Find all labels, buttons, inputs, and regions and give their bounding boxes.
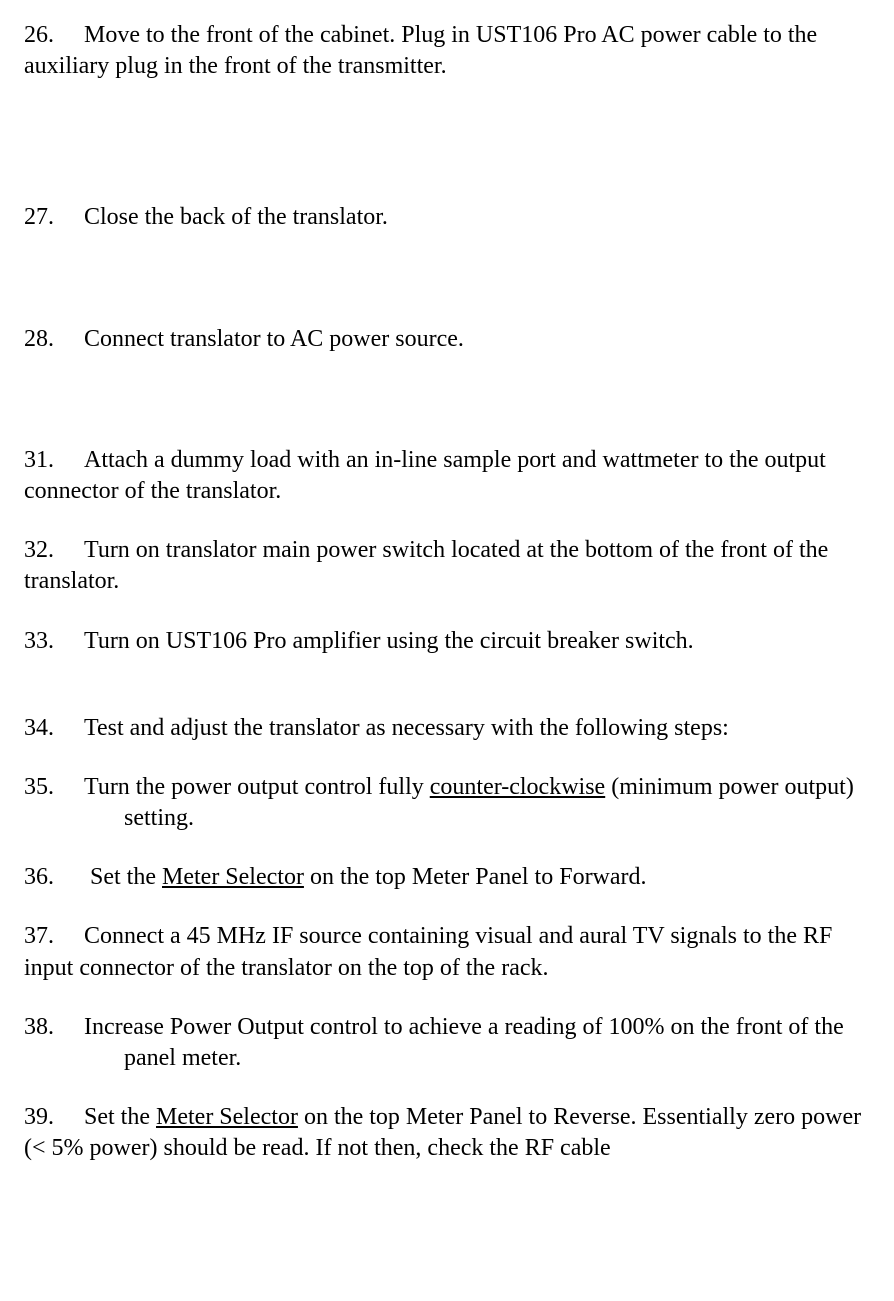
step-39: 39. Set the Meter Selector on the top Me… [24, 1102, 870, 1164]
step-number: 38. [24, 1014, 54, 1040]
step-text: Set the [84, 1104, 156, 1130]
step-31: 31. Attach a dummy load with an in-line … [24, 445, 870, 507]
step-text: Connect a 45 MHz IF source containing vi… [24, 923, 832, 980]
step-36: 36. Set the Meter Selector on the top Me… [24, 862, 870, 893]
step-number: 32. [24, 537, 54, 563]
step-number: 31. [24, 447, 54, 473]
step-text: Connect translator to AC power source. [84, 326, 464, 352]
step-number: 35. [24, 774, 54, 800]
step-number: 27. [24, 204, 54, 230]
step-number: 26. [24, 22, 54, 48]
step-27: 27. Close the back of the translator. [24, 202, 870, 233]
step-underline: counter-clockwise [430, 774, 605, 800]
step-number: 39. [24, 1104, 54, 1130]
step-text: Close the back of the translator. [84, 204, 388, 230]
step-37: 37. Connect a 45 MHz IF source containin… [24, 921, 870, 983]
step-underline: Meter Selector [162, 864, 304, 890]
step-underline: Meter Selector [156, 1104, 298, 1130]
step-text: Set the [84, 864, 162, 890]
step-26: 26. Move to the front of the cabinet. Pl… [24, 20, 870, 82]
step-text: Increase Power Output control to achieve… [84, 1014, 844, 1071]
step-text: Attach a dummy load with an in-line samp… [24, 447, 826, 504]
step-text: Test and adjust the translator as necess… [84, 715, 729, 741]
step-number: 36. [24, 864, 54, 890]
step-text-b: on the top Meter Panel to Forward. [304, 864, 647, 890]
step-32: 32. Turn on translator main power switch… [24, 535, 870, 597]
step-text: Move to the front of the cabinet. Plug i… [24, 22, 817, 79]
step-38: 38. Increase Power Output control to ach… [24, 1012, 870, 1074]
step-text: Turn on UST106 Pro amplifier using the c… [84, 628, 694, 654]
step-number: 33. [24, 628, 54, 654]
step-34: 34. Test and adjust the translator as ne… [24, 713, 870, 744]
step-33: 33. Turn on UST106 Pro amplifier using t… [24, 626, 870, 657]
step-number: 34. [24, 715, 54, 741]
step-28: 28. Connect translator to AC power sourc… [24, 324, 870, 355]
step-35: 35. Turn the power output control fully … [24, 772, 870, 834]
step-number: 28. [24, 326, 54, 352]
step-text: Turn the power output control fully [84, 774, 430, 800]
step-text: Turn on translator main power switch loc… [24, 537, 828, 594]
step-number: 37. [24, 923, 54, 949]
